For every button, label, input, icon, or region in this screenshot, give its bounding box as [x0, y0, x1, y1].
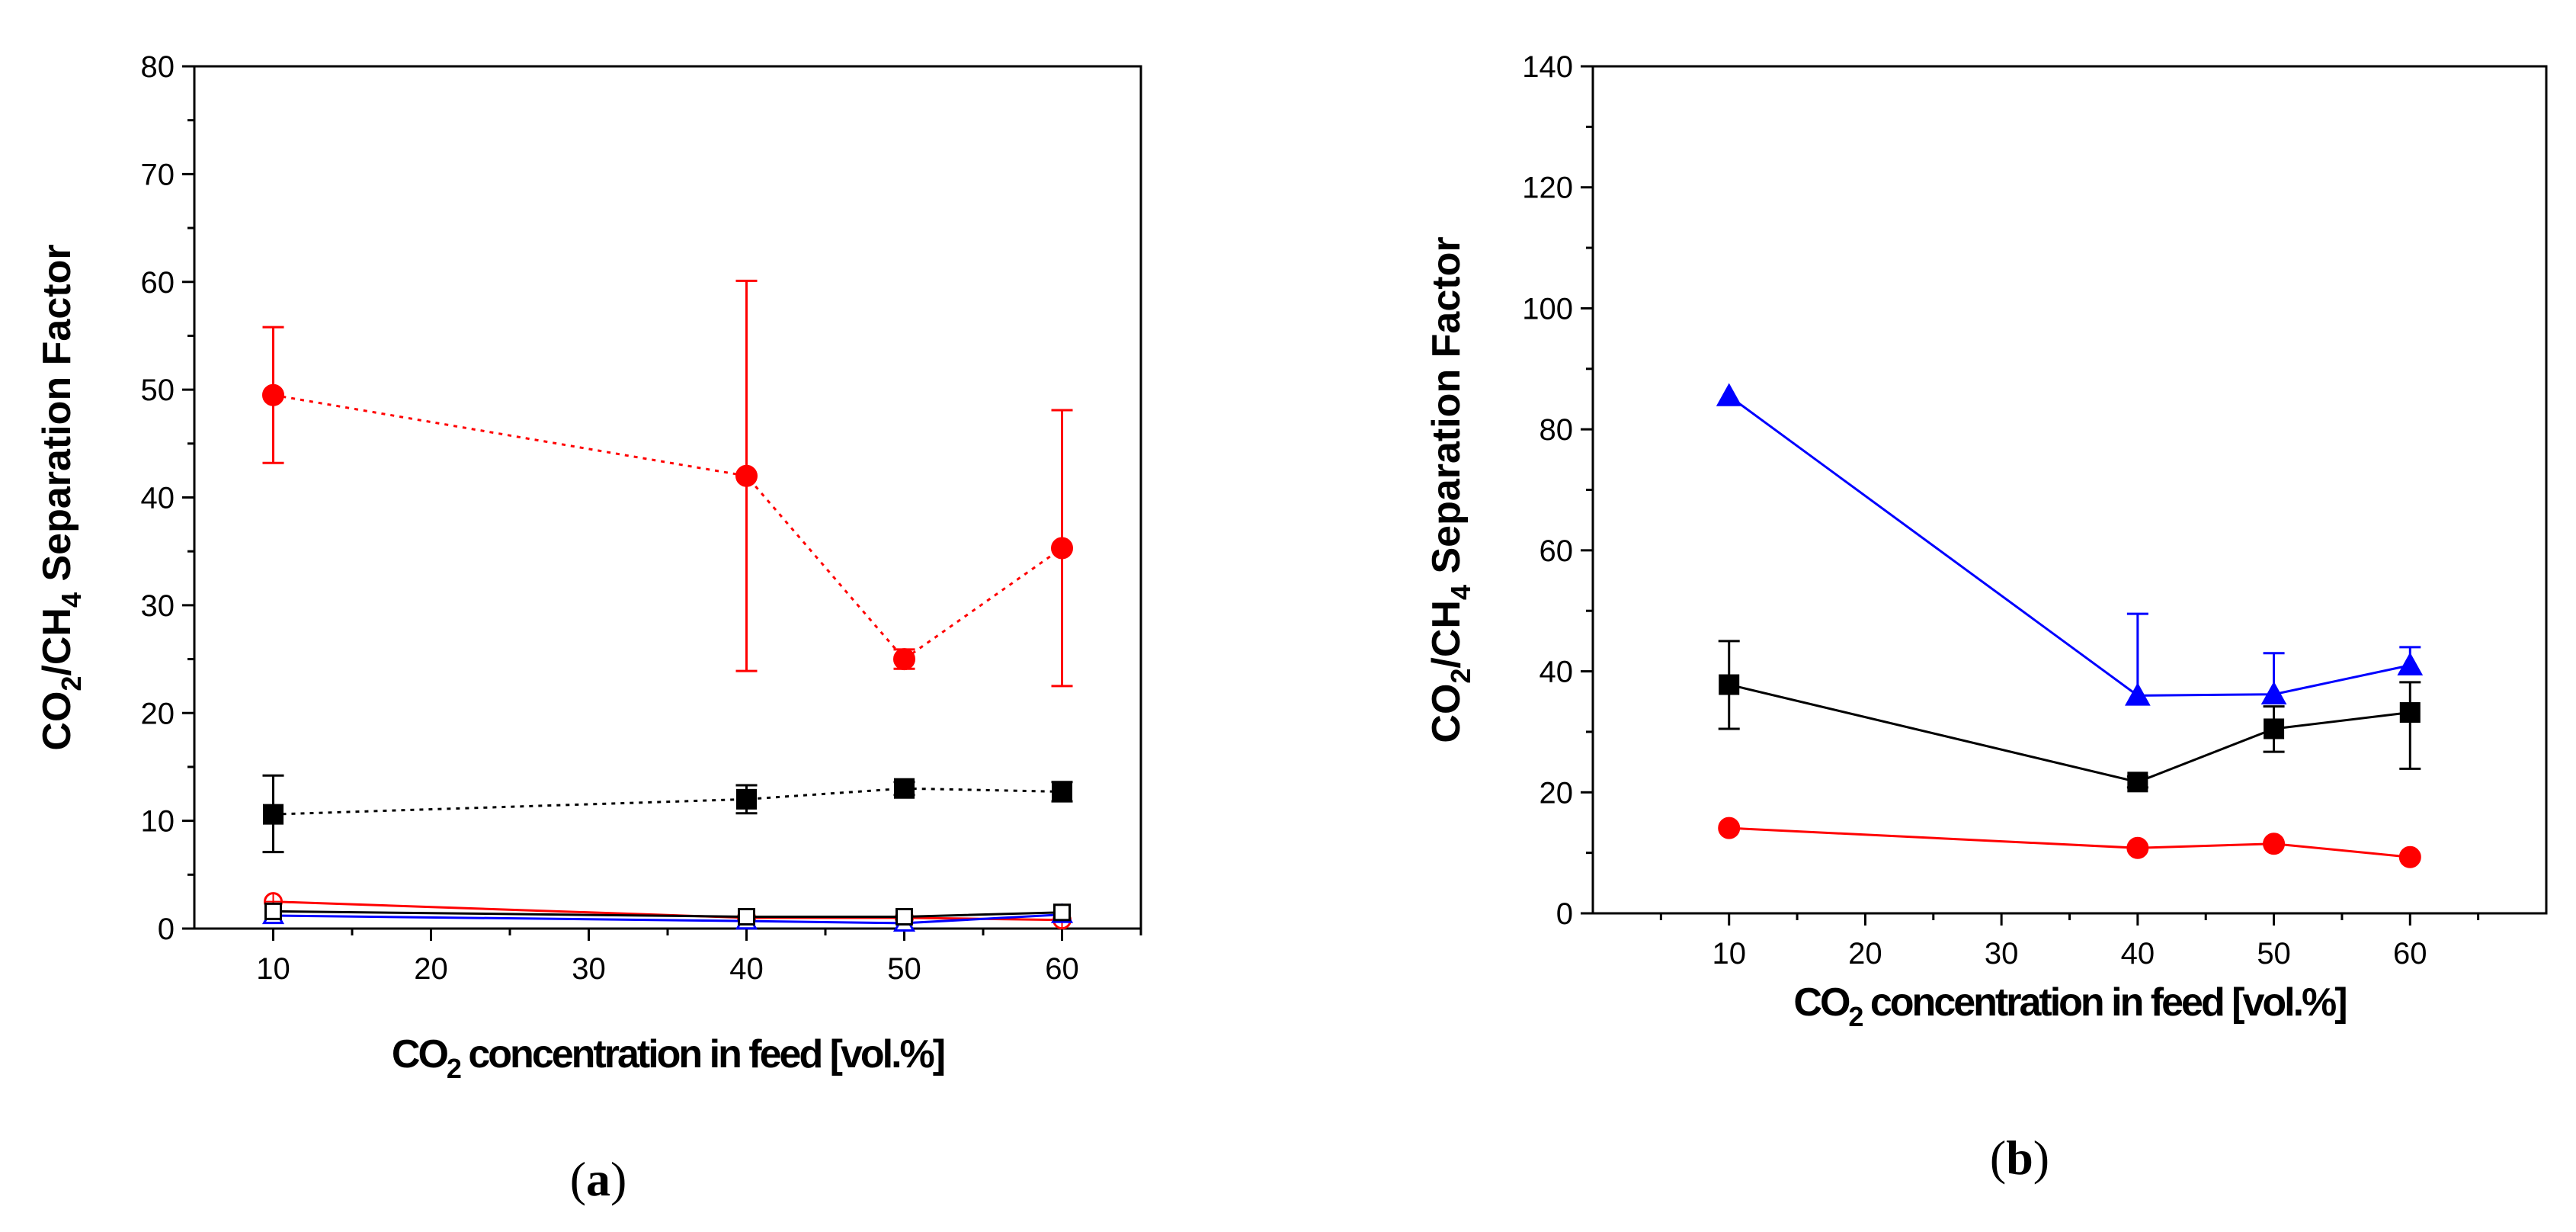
- data-point: [736, 788, 757, 810]
- series-1: [1718, 640, 2421, 793]
- chart-panel-a: 0 10 20 30 40 50 60 70 80 10 20 30 40 50 60 CO2/CH4 Sep…: [35, 50, 1142, 1206]
- y-tick-label: 80: [1540, 413, 1574, 447]
- y-tick-label: 40: [141, 482, 175, 515]
- y-tick-label: 100: [1522, 292, 1573, 326]
- y-tick-label: 140: [1522, 50, 1573, 84]
- data-point: [2260, 681, 2287, 705]
- y-tick-label: 70: [141, 158, 175, 191]
- series-line: [273, 787, 1062, 816]
- series-line: [1728, 395, 2411, 697]
- x-tick-label: 10: [256, 952, 290, 986]
- data-point: [1719, 674, 1740, 695]
- series-line: [273, 393, 1063, 661]
- series-0: [262, 279, 1073, 688]
- data-point: [2399, 702, 2421, 723]
- series-line: [273, 910, 1062, 918]
- data-point: [262, 383, 284, 406]
- x-tick-label: 40: [2121, 937, 2155, 971]
- panel-label: (b): [1990, 1131, 2049, 1185]
- series-0: [1716, 383, 2424, 706]
- data-point: [2264, 718, 2285, 740]
- series-line: [1729, 826, 2411, 858]
- data-point: [2397, 652, 2424, 675]
- data-point: [1051, 537, 1073, 560]
- y-tick-label: 60: [1540, 534, 1574, 568]
- series-2: [264, 892, 1072, 930]
- y-tick-label: 50: [141, 374, 175, 407]
- data-point: [2125, 682, 2151, 706]
- y-tick-label: 0: [158, 913, 175, 946]
- data-point: [2398, 845, 2421, 868]
- x-tick-label: 40: [729, 952, 764, 986]
- data-point: [2126, 836, 2149, 859]
- y-tick-label: 20: [1540, 776, 1574, 810]
- data-point: [264, 902, 282, 920]
- series-1: [262, 774, 1073, 854]
- data-point: [2263, 833, 2286, 855]
- y-tick-label: 0: [1556, 897, 1573, 931]
- data-point: [893, 648, 915, 671]
- data-point: [2127, 772, 2148, 793]
- x-axis-title: CO2 concentration in feed [vol.%]: [1793, 980, 2346, 1032]
- data-point: [1053, 903, 1071, 922]
- x-tick-label: 30: [572, 952, 606, 986]
- y-tick-label: 80: [141, 50, 175, 84]
- x-tick-label: 50: [2257, 937, 2291, 971]
- plot-frame: [193, 65, 1142, 930]
- data-point: [1718, 817, 1741, 839]
- x-axis-title: CO2 concentration in feed [vol.%]: [392, 1032, 944, 1084]
- y-tick-label: 30: [141, 589, 175, 623]
- series-line: [1729, 683, 2411, 784]
- data-point: [1052, 781, 1072, 802]
- x-tick-label: 60: [1045, 952, 1079, 986]
- chart-panel-b: 0 20 40 60 80 100 120 140 10 20 30 40 50 60 CO2/CH4 Se…: [1424, 50, 2548, 1185]
- y-tick-label: 20: [141, 697, 175, 730]
- y-axis-title: CO2/CH4 Separation Factor: [35, 244, 87, 750]
- data-point: [735, 464, 758, 487]
- y-axis-title: CO2/CH4 Separation Factor: [1424, 236, 1476, 743]
- x-tick-label: 10: [1712, 937, 1746, 971]
- x-tick-label: 60: [2393, 937, 2427, 971]
- plot-frame: [1591, 65, 2548, 915]
- series-2: [1718, 817, 2421, 868]
- x-tick-label: 20: [1848, 937, 1882, 971]
- data-point: [738, 907, 755, 926]
- series-4: [264, 902, 1071, 926]
- data-point: [263, 804, 284, 825]
- x-tick-label: 50: [887, 952, 921, 986]
- y-tick-label: 120: [1522, 172, 1573, 205]
- y-tick-label: 40: [1540, 656, 1574, 689]
- panel-label: (a): [570, 1152, 627, 1206]
- data-point: [896, 907, 913, 926]
- series-line: [273, 913, 1062, 925]
- x-tick-label: 20: [414, 952, 448, 986]
- y-tick-label: 60: [141, 266, 175, 300]
- x-tick-label: 30: [1985, 937, 2019, 971]
- data-point: [894, 778, 915, 799]
- data-point: [1716, 383, 1742, 406]
- y-tick-label: 10: [141, 805, 175, 839]
